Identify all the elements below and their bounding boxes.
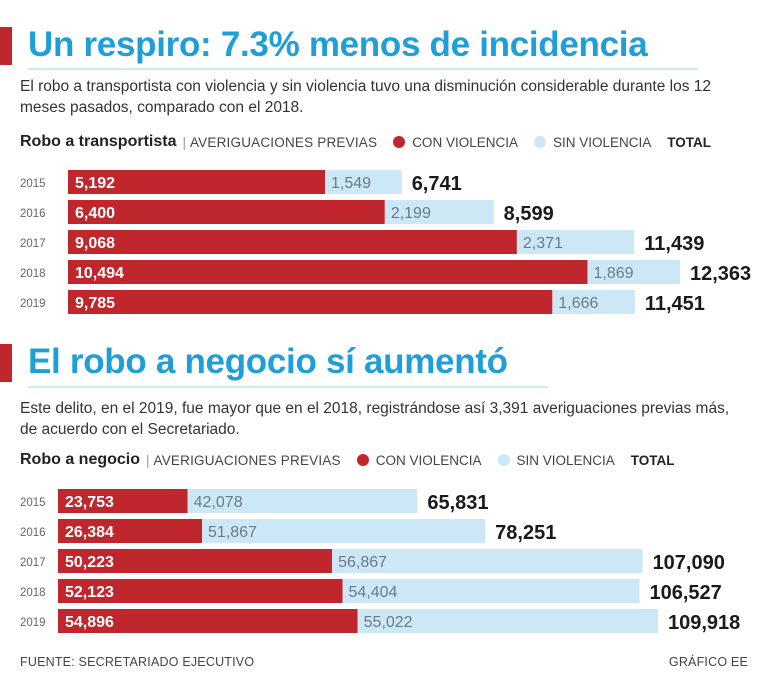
sin-violencia-bar: [342, 579, 640, 603]
sin-violencia-bar: [516, 230, 635, 254]
chart-2-title: Robo a negocio: [20, 451, 140, 468]
sin-violencia-value: 51,867: [208, 524, 257, 541]
sin-violencia-bar: [187, 489, 418, 513]
con-violencia-value: 52,123: [65, 584, 114, 601]
con-violencia-bar: [58, 579, 343, 603]
con-violencia-bar: [68, 260, 588, 284]
con-violencia-bar: [68, 200, 385, 224]
total-value: 12,363: [690, 263, 751, 285]
sin-violencia-bar: [552, 290, 635, 314]
transportista-bar-chart: 2015 5,192 1,549 6,741 2016 6,400 2,199 8,599 20…: [20, 170, 751, 315]
sin-violencia-bar: [384, 200, 494, 224]
con-violencia-bar: [58, 489, 188, 513]
footer-credit: GRÁFICO EE: [668, 655, 748, 669]
sin-violencia-value: 56,867: [338, 554, 387, 571]
section-1-title: Un respiro: 7.3% menos de incidencia: [28, 25, 648, 64]
con-violencia-bar: [68, 230, 517, 254]
con-violencia-bar: [58, 549, 333, 573]
total-value: 11,451: [645, 293, 705, 315]
section-1-description: El robo a transportista con violencia y …: [20, 78, 712, 116]
sin-violencia-value: 1,549: [331, 175, 371, 192]
total-value: 106,527: [649, 582, 721, 604]
section-2-title: El robo a negocio sí aumentó: [28, 342, 508, 381]
legend-con-violencia: CON VIOLENCIA: [412, 134, 518, 150]
legend-con-violencia: CON VIOLENCIA: [375, 452, 482, 468]
total-value: 8,599: [504, 203, 554, 225]
total-value: 65,831: [427, 492, 488, 514]
con-violencia-value: 50,223: [65, 554, 114, 571]
sin-violencia-value: 1,869: [593, 265, 633, 282]
footer-source: FUENTE: SECRETARIADO EJECUTIVO: [20, 655, 255, 669]
negocio-bar-chart: 2015 23,753 42,078 65,831 2016 26,384 51,867 78…: [20, 489, 740, 634]
sin-violencia-value: 2,371: [523, 235, 563, 252]
section-1-accent-bar: [0, 27, 12, 65]
sin-violencia-bar: [357, 609, 658, 633]
con-violencia-value: 5,192: [75, 175, 115, 192]
year-label: 2019: [20, 617, 46, 629]
chart-2-subtitle: AVERIGUACIONES PREVIAS: [153, 452, 341, 468]
sin-violencia-value: 42,078: [194, 494, 243, 511]
year-label: 2017: [20, 557, 46, 569]
total-value: 109,918: [668, 612, 740, 634]
total-value: 11,439: [644, 233, 704, 255]
total-value: 107,090: [653, 552, 725, 574]
con-violencia-swatch: [356, 454, 369, 466]
con-violencia-value: 54,896: [65, 614, 114, 631]
legend-total: TOTAL: [667, 134, 711, 150]
year-label: 2015: [20, 497, 46, 509]
year-label: 2018: [20, 587, 46, 599]
total-value: 6,741: [412, 173, 462, 195]
year-label: 2018: [20, 268, 46, 280]
legend-separator: |: [146, 452, 150, 468]
section-2-accent-bar: [0, 344, 12, 382]
year-label: 2019: [20, 298, 46, 310]
chart-1-title: Robo a transportista: [20, 133, 177, 150]
con-violencia-bar: [68, 170, 326, 194]
sin-violencia-value: 2,199: [391, 205, 431, 222]
sin-violencia-bar: [202, 519, 486, 543]
chart-1-subtitle: AVERIGUACIONES PREVIAS: [189, 134, 378, 150]
year-label: 2016: [20, 208, 46, 220]
sin-violencia-bar: [325, 170, 402, 194]
section-1-title-rule: [28, 68, 698, 70]
section-2-legend: Robo a negocio | AVERIGUACIONES PREVIAS …: [20, 449, 675, 471]
sin-violencia-bar: [587, 260, 680, 284]
sin-violencia-value: 54,404: [349, 584, 398, 601]
sin-violencia-swatch: [497, 454, 510, 466]
con-violencia-bar: [58, 519, 203, 543]
sin-violencia-value: 55,022: [364, 614, 413, 631]
sin-violencia-bar: [332, 549, 643, 573]
con-violencia-value: 6,400: [75, 205, 115, 222]
year-label: 2015: [20, 178, 46, 190]
year-label: 2016: [20, 527, 46, 539]
con-violencia-value: 23,753: [65, 494, 114, 511]
con-violencia-value: 9,068: [75, 235, 115, 252]
legend-sin-violencia: SIN VIOLENCIA: [516, 452, 615, 468]
legend-sin-violencia: SIN VIOLENCIA: [552, 134, 652, 150]
section-2-description: Este delito, en el 2019, fue mayor que e…: [20, 400, 730, 438]
sin-violencia-swatch: [533, 136, 546, 148]
con-violencia-swatch: [393, 136, 406, 148]
year-label: 2017: [20, 238, 46, 250]
section-1-legend: Robo a transportista | AVERIGUACIONES PR…: [20, 131, 711, 153]
con-violencia-value: 9,785: [75, 295, 115, 312]
section-2-title-rule: [28, 386, 548, 388]
con-violencia-value: 26,384: [65, 524, 114, 541]
legend-separator: |: [182, 134, 186, 150]
total-value: 78,251: [495, 522, 556, 544]
con-violencia-value: 10,494: [75, 265, 124, 282]
con-violencia-bar: [68, 290, 553, 314]
sin-violencia-value: 1,666: [558, 295, 598, 312]
legend-total: TOTAL: [630, 452, 675, 468]
con-violencia-bar: [58, 609, 358, 633]
